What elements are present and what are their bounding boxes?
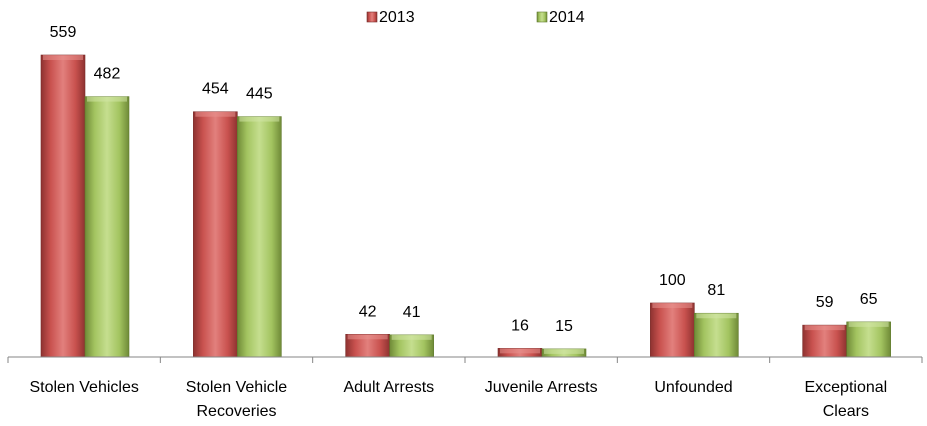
category-label: Adult Arrests bbox=[343, 379, 434, 396]
legend-label: 2013 bbox=[379, 9, 415, 26]
data-label: 65 bbox=[860, 291, 878, 308]
data-label: 559 bbox=[50, 24, 77, 41]
bar-bevel bbox=[652, 302, 693, 308]
bar-bevel bbox=[848, 321, 889, 327]
data-label: 482 bbox=[94, 66, 121, 83]
bar-2014-5 bbox=[846, 321, 891, 358]
bar-bevel bbox=[43, 55, 83, 60]
category-label: Stolen Vehicle bbox=[186, 379, 288, 396]
bar-bevel bbox=[696, 313, 737, 319]
category-label: Exceptional bbox=[804, 379, 887, 396]
legend: 2013 2014 bbox=[366, 9, 585, 26]
data-label: 15 bbox=[555, 318, 573, 335]
bar-bevel bbox=[804, 325, 845, 331]
bars bbox=[40, 54, 891, 358]
bar-2013-1 bbox=[193, 111, 238, 358]
bar-2014-1 bbox=[237, 116, 282, 358]
bar-bevel bbox=[391, 334, 432, 340]
bar-bevel bbox=[500, 348, 540, 354]
bar-bevel bbox=[347, 334, 388, 340]
bar-2014-0 bbox=[84, 96, 130, 358]
legend-swatch bbox=[366, 11, 378, 23]
bar-bevel bbox=[239, 116, 280, 122]
category-label: Unfounded bbox=[654, 379, 732, 396]
legend-label: 2014 bbox=[549, 9, 585, 26]
category-label: Stolen Vehicles bbox=[29, 379, 138, 396]
bar-2013-4 bbox=[650, 302, 695, 358]
category-label: Clears bbox=[823, 403, 869, 420]
data-label: 42 bbox=[359, 303, 377, 320]
data-label: 454 bbox=[202, 81, 229, 98]
bar-2013-0 bbox=[40, 54, 86, 358]
category-labels: Stolen Vehicles Stolen Vehicle Recoveries A… bbox=[29, 379, 887, 420]
category-label: Recoveries bbox=[196, 403, 276, 420]
bar-2014-4 bbox=[694, 312, 739, 358]
bar-bevel bbox=[87, 96, 127, 102]
data-label: 445 bbox=[246, 86, 273, 103]
legend-swatch bbox=[536, 11, 548, 23]
x-axis-ticks bbox=[7, 357, 923, 363]
category-label: Juvenile Arrests bbox=[485, 379, 598, 396]
data-label: 59 bbox=[816, 294, 834, 311]
data-label: 100 bbox=[659, 272, 686, 289]
bar-bevel bbox=[195, 111, 236, 117]
data-label: 41 bbox=[403, 304, 421, 321]
data-label: 81 bbox=[707, 282, 725, 299]
value-labels: 559 482 454 445 42 41 16 15 100 81 59 65 bbox=[50, 24, 878, 335]
data-label: 16 bbox=[511, 317, 529, 334]
bar-bevel bbox=[544, 348, 584, 354]
